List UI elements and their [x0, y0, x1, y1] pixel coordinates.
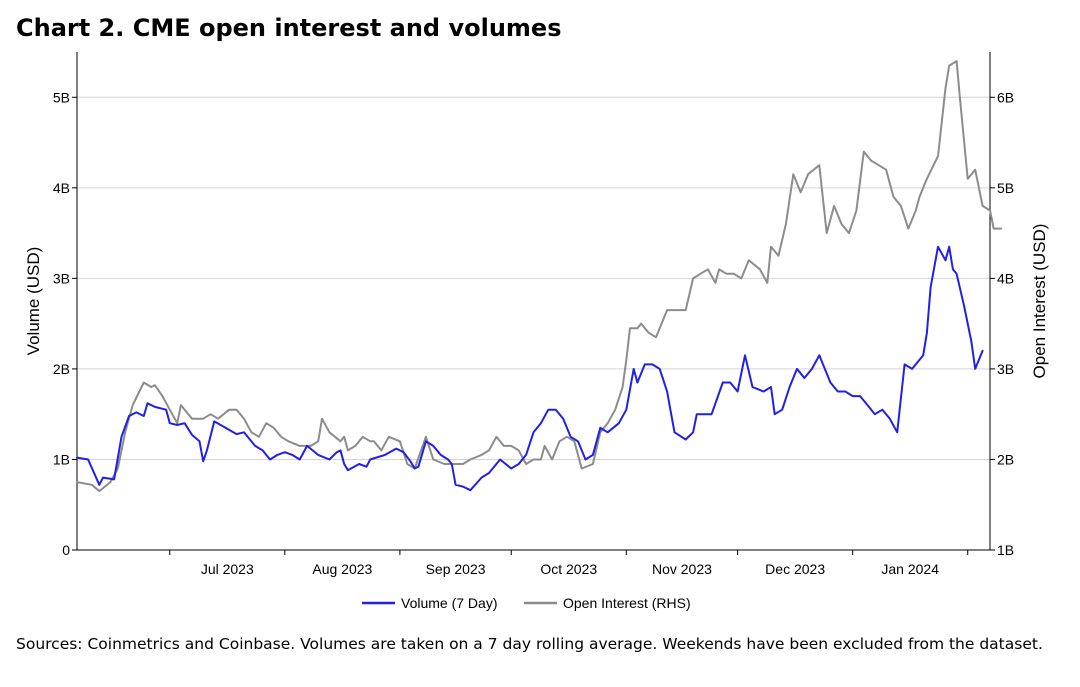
y2-tick-label: 3B — [997, 361, 1014, 377]
y-ticks-right: 1B 2B 3B 4B 5B 6B — [990, 89, 1014, 558]
source-note: Sources: Coinmetrics and Coinbase. Volum… — [16, 635, 1043, 653]
legend: Volume (7 Day) Open Interest (RHS) — [362, 595, 691, 611]
legend-volume-label: Volume (7 Day) — [401, 595, 497, 611]
volume-line — [76, 245, 984, 492]
x-tick-label: Sep 2023 — [426, 561, 486, 577]
x-tick-label: Dec 2023 — [765, 561, 825, 577]
y2-tick-label: 2B — [997, 451, 1014, 467]
grid-lines — [77, 96, 990, 460]
x-tick-label: Aug 2023 — [312, 561, 372, 577]
y-tick-label: 0 — [62, 542, 70, 558]
series-layer — [76, 60, 1003, 493]
y-tick-label: 5B — [53, 89, 70, 105]
x-tick-label: Jan 2024 — [881, 561, 939, 577]
x-ticks: Jul 2023 Aug 2023 Sep 2023 Oct 2023 Nov 2023… — [169, 550, 969, 577]
y-ticks-left: 0 1B 2B 3B 4B 5B — [53, 89, 77, 558]
y2-tick-label: 6B — [997, 89, 1014, 105]
y2-axis-title: Open Interest (USD) — [1030, 224, 1049, 379]
y-tick-label: 3B — [53, 270, 70, 286]
chart: 0 1B 2B 3B 4B 5B 1B 2B 3B 4B 5B 6B Jul 2023 Aug 202… — [24, 52, 1049, 611]
y-axis-title: Volume (USD) — [24, 247, 43, 356]
legend-oi-label: Open Interest (RHS) — [563, 595, 691, 611]
y2-tick-label: 1B — [997, 542, 1014, 558]
x-tick-label: Oct 2023 — [540, 561, 597, 577]
y2-tick-label: 4B — [997, 270, 1014, 286]
x-tick-label: Jul 2023 — [201, 561, 254, 577]
y-tick-label: 2B — [53, 361, 70, 377]
chart-title: Chart 2. CME open interest and volumes — [16, 14, 562, 42]
y2-tick-label: 5B — [997, 180, 1014, 196]
x-tick-label: Nov 2023 — [652, 561, 712, 577]
open-interest-line — [76, 60, 1003, 493]
y-tick-label: 4B — [53, 180, 70, 196]
y-tick-label: 1B — [53, 451, 70, 467]
axes — [76, 52, 991, 551]
